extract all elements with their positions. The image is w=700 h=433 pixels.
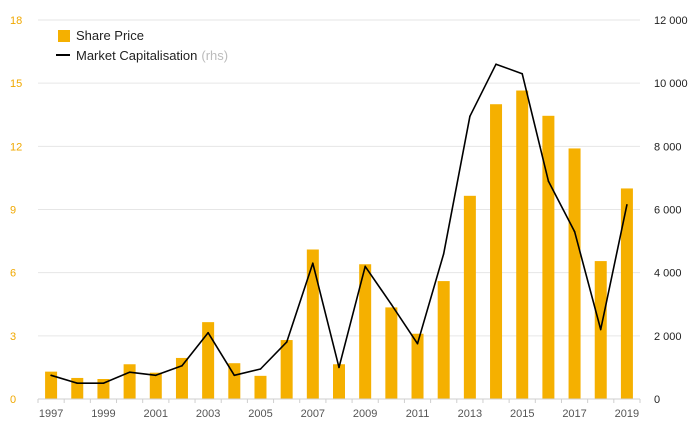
market-cap-point-2011	[416, 342, 419, 345]
legend: Share Price Market Capitalisation (rhs)	[56, 28, 228, 63]
x-tick-label-2009: 2009	[353, 408, 377, 420]
market-cap-point-2002	[181, 365, 183, 367]
market-cap-point-2009	[364, 265, 366, 268]
x-tick-label-2007: 2007	[301, 408, 325, 420]
right-tick-label-4: 8 000	[654, 141, 682, 153]
right-tick-label-5: 10 000	[654, 78, 688, 90]
bar-2016	[542, 115, 555, 399]
market-cap-point-2018	[599, 328, 602, 331]
x-tick-label-1999: 1999	[91, 408, 115, 420]
svg-text:Market Capitalisation(rhs): Market Capitalisation (rhs)	[76, 48, 228, 63]
bar-2009	[359, 264, 372, 399]
market-cap-point-1997	[50, 374, 52, 377]
market-cap-point-2001	[154, 374, 157, 377]
market-cap-point-2015	[521, 72, 524, 75]
market-cap-point-2006	[285, 341, 288, 343]
x-tick-label-2017: 2017	[562, 408, 586, 420]
x-tick-label-1997: 1997	[39, 408, 63, 420]
bar-2008	[333, 364, 345, 399]
bar-2001	[149, 372, 162, 399]
bar-2000	[123, 364, 136, 399]
bar-2006	[280, 340, 293, 399]
market-cap-point-2019	[626, 203, 628, 206]
bar-1997	[45, 371, 58, 399]
x-tick-label-2015: 2015	[510, 408, 534, 420]
right-axis-ticks: 0 2 000 4 000 6 000 8 000 10 000 12 000	[654, 15, 688, 406]
bar-2007	[306, 249, 319, 399]
legend-label-market-cap: Market Capitalisation	[76, 48, 197, 63]
x-axis-baseline	[37, 398, 641, 403]
market-cap-point-2000	[128, 371, 131, 373]
legend-swatch-share-price	[58, 30, 70, 42]
bar-2003	[202, 322, 215, 399]
market-cap-point-2012	[442, 252, 445, 255]
left-tick-label-6: 18	[10, 15, 22, 27]
bar-2005	[254, 375, 267, 399]
bar-2013	[463, 195, 476, 399]
right-tick-label-2: 4 000	[654, 268, 682, 280]
right-tick-label-6: 12 000	[654, 15, 688, 27]
market-cap-point-1999	[102, 382, 105, 385]
bar-2017	[568, 148, 581, 399]
right-tick-label-1: 2 000	[654, 331, 682, 343]
x-axis-ticks: 1997 1999 2001 2003 2005 2007 2009 2011 2013 2015…	[39, 408, 639, 420]
bar-2015	[516, 90, 529, 400]
market-cap-point-2007	[312, 262, 314, 264]
bar-2019	[620, 188, 633, 399]
legend-label-rhs: (rhs)	[201, 48, 228, 63]
x-tick-label-2001: 2001	[144, 408, 168, 420]
market-cap-point-2010	[390, 303, 393, 306]
market-cap-point-2004	[233, 374, 236, 377]
share-price-bars	[45, 90, 633, 400]
right-tick-label-0: 0	[654, 394, 660, 406]
left-tick-label-3: 9	[10, 205, 16, 217]
legend-label-share-price: Share Price	[76, 28, 144, 43]
market-cap-line	[50, 63, 628, 385]
right-tick-label-3: 6 000	[654, 205, 682, 217]
x-tick-label-2013: 2013	[458, 408, 482, 420]
left-tick-label-2: 6	[10, 268, 16, 280]
x-tick-label-2011: 2011	[406, 408, 430, 420]
left-axis-ticks: 0 3 6 9 12 15 18	[10, 15, 22, 406]
bar-2011	[411, 333, 424, 399]
bar-2014	[490, 104, 503, 399]
x-tick-label-2005: 2005	[248, 408, 272, 420]
left-tick-label-1: 3	[10, 331, 16, 343]
left-tick-label-0: 0	[10, 394, 16, 406]
market-cap-point-1998	[76, 382, 79, 385]
market-cap-point-2017	[573, 230, 576, 233]
bar-2012	[437, 281, 450, 399]
bar-2010	[385, 307, 398, 399]
gridlines	[38, 19, 640, 337]
bar-2004	[228, 363, 241, 399]
market-cap-point-2003	[207, 331, 209, 334]
market-cap-point-2013	[469, 115, 471, 118]
x-tick-label-2019: 2019	[615, 408, 639, 420]
market-cap-point-2016	[547, 180, 550, 182]
market-cap-point-2008	[338, 366, 340, 369]
bar-2002	[175, 357, 188, 399]
market-cap-point-2014	[495, 63, 497, 66]
x-tick-label-2003: 2003	[196, 408, 220, 420]
left-tick-label-4: 12	[10, 141, 22, 153]
market-cap-point-2005	[259, 368, 262, 370]
left-tick-label-5: 15	[10, 78, 22, 90]
